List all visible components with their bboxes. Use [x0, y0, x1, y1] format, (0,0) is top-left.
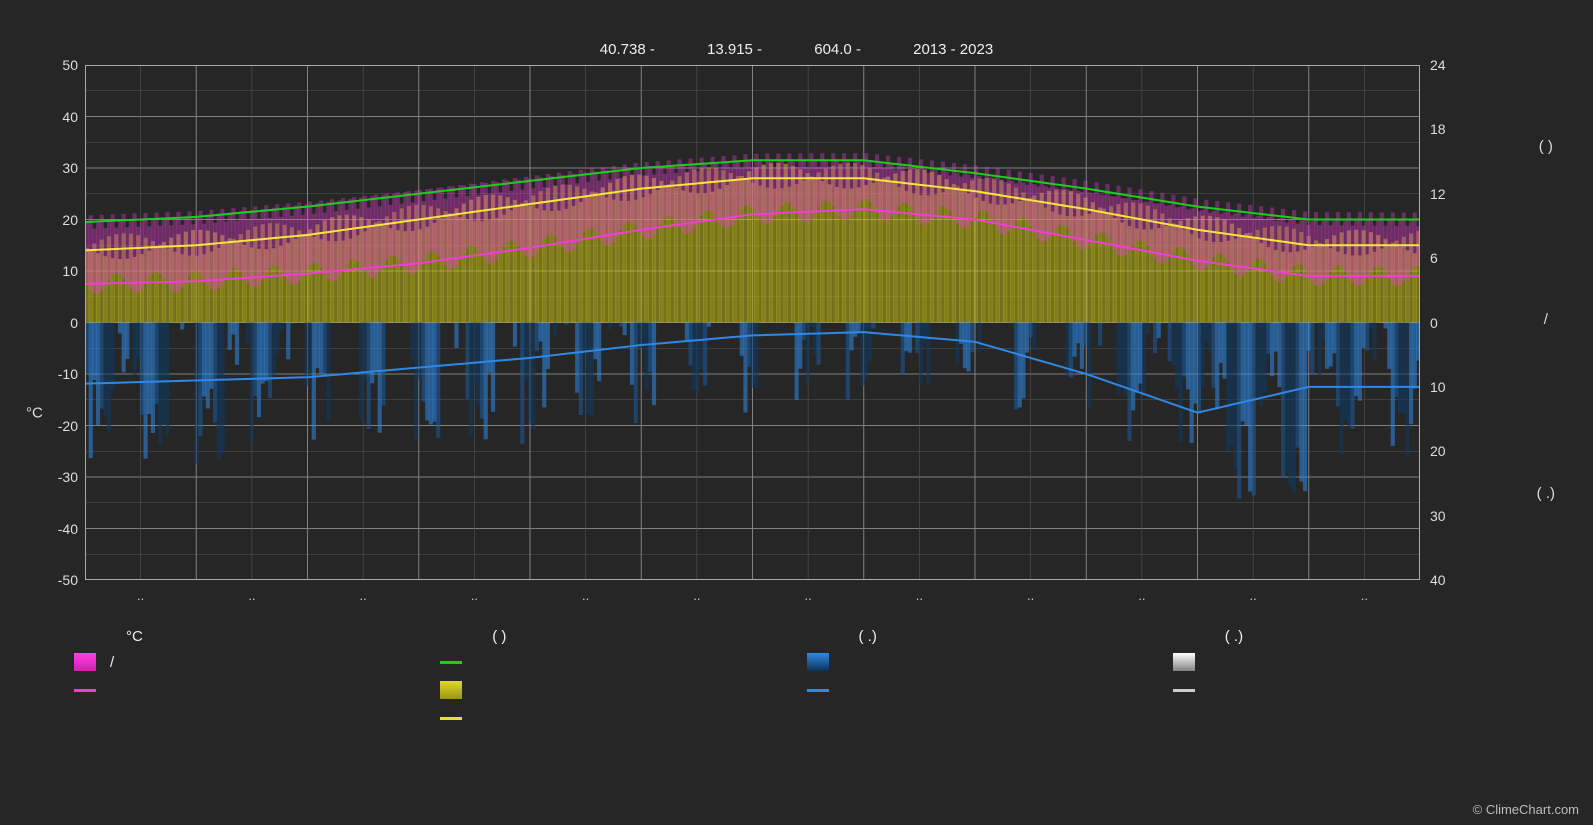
legend-swatch [1173, 653, 1195, 671]
ytick-left: 10 [43, 263, 78, 279]
xtick-month: .. [1027, 588, 1034, 603]
chart-metadata: 40.738 - 13.915 - 604.0 - 2013 - 2023 [0, 41, 1593, 58]
xtick-month: .. [805, 588, 812, 603]
xtick-month: .. [1138, 588, 1145, 603]
meta-years: 2013 - 2023 [913, 41, 993, 58]
right-unit-top: ( ) [1539, 138, 1553, 155]
meta-elev: 604.0 - [814, 41, 861, 58]
ytick-right: 24 [1430, 57, 1460, 73]
ytick-left: 20 [43, 212, 78, 228]
xtick-month: .. [693, 588, 700, 603]
copyright: © ClimeChart.com [1473, 802, 1579, 817]
y-axis-right-labels: ( ) / ( .) [1537, 60, 1555, 580]
legend-swatch [807, 653, 829, 671]
legend-item [74, 679, 420, 701]
xtick-month: .. [582, 588, 589, 603]
legend-swatch [1173, 689, 1195, 692]
meta-lat: 40.738 - [600, 41, 655, 58]
ytick-right: 18 [1430, 121, 1460, 137]
legend-item: / [74, 651, 420, 673]
meta-lon: 13.915 - [707, 41, 762, 58]
ytick-right: 30 [1430, 508, 1460, 524]
legend-item [440, 679, 786, 701]
chart-svg [85, 65, 1420, 580]
legend-swatch [440, 681, 462, 699]
legend-column: ( ) [440, 628, 786, 735]
legend-header: ( .) [1173, 628, 1519, 645]
ytick-right: 40 [1430, 572, 1460, 588]
xtick-month: .. [1250, 588, 1257, 603]
legend-swatch [440, 717, 462, 720]
y-axis-left-label: °C [26, 404, 43, 421]
legend-header: °C [74, 628, 420, 645]
legend-header: ( .) [807, 628, 1153, 645]
climate-chart [85, 65, 1420, 580]
legend-column: °C / [74, 628, 420, 735]
right-unit-mid-b: ( .) [1537, 485, 1555, 502]
legend-item [807, 651, 1153, 673]
ytick-right: 12 [1430, 186, 1460, 202]
xtick-month: .. [137, 588, 144, 603]
legend-swatch [440, 661, 462, 664]
xtick-month: .. [248, 588, 255, 603]
ytick-left: 30 [43, 160, 78, 176]
legend-item [440, 651, 786, 673]
ytick-left: 50 [43, 57, 78, 73]
legend-item [440, 707, 786, 729]
legend: °C / ( ) ( .) ( .) [74, 628, 1519, 735]
legend-swatch [74, 653, 96, 671]
xtick-month: .. [360, 588, 367, 603]
legend-item [1173, 679, 1519, 701]
xtick-month: .. [916, 588, 923, 603]
legend-item [1173, 651, 1519, 673]
ytick-left: -50 [43, 572, 78, 588]
right-unit-mid-a: / [1544, 311, 1548, 328]
xtick-month: .. [1361, 588, 1368, 603]
ytick-left: -30 [43, 469, 78, 485]
legend-column: ( .) [807, 628, 1153, 735]
legend-column: ( .) [1173, 628, 1519, 735]
legend-label: / [110, 654, 114, 671]
legend-swatch [807, 689, 829, 692]
ytick-right: 6 [1430, 250, 1460, 266]
ytick-left: -20 [43, 418, 78, 434]
legend-header: ( ) [440, 628, 786, 645]
legend-swatch [74, 689, 96, 692]
ytick-right: 10 [1430, 379, 1460, 395]
ytick-left: 40 [43, 109, 78, 125]
ytick-right: 0 [1430, 315, 1460, 331]
xtick-month: .. [471, 588, 478, 603]
ytick-left: -10 [43, 366, 78, 382]
ytick-right: 20 [1430, 443, 1460, 459]
ytick-left: -40 [43, 521, 78, 537]
legend-item [807, 679, 1153, 701]
ytick-left: 0 [43, 315, 78, 331]
